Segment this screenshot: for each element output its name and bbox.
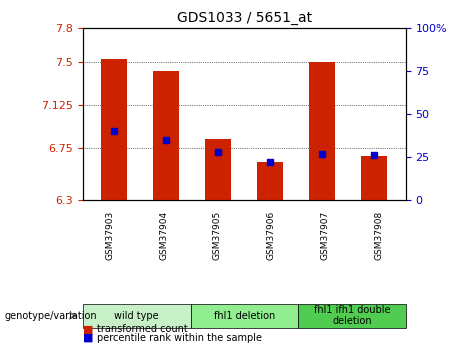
Text: transformed count: transformed count — [97, 325, 188, 334]
Text: GSM37904: GSM37904 — [159, 210, 168, 259]
Text: ■: ■ — [83, 325, 94, 334]
Title: GDS1033 / 5651_at: GDS1033 / 5651_at — [177, 11, 312, 25]
Bar — [153, 71, 179, 200]
Bar — [309, 62, 336, 200]
Text: GSM37903: GSM37903 — [106, 210, 114, 260]
Text: fhl1 deletion: fhl1 deletion — [214, 311, 275, 321]
Bar — [257, 162, 284, 200]
Text: GSM37907: GSM37907 — [320, 210, 330, 260]
Bar — [361, 156, 387, 200]
Text: GSM37905: GSM37905 — [213, 210, 222, 260]
Text: ■: ■ — [83, 333, 94, 343]
Text: GSM37906: GSM37906 — [267, 210, 276, 260]
Text: percentile rank within the sample: percentile rank within the sample — [97, 333, 262, 343]
Text: genotype/variation: genotype/variation — [5, 311, 97, 321]
Text: wild type: wild type — [114, 311, 159, 321]
Bar — [101, 59, 127, 200]
Text: GSM37908: GSM37908 — [374, 210, 383, 260]
Bar — [205, 139, 231, 200]
Text: fhl1 ifh1 double
deletion: fhl1 ifh1 double deletion — [313, 305, 390, 326]
